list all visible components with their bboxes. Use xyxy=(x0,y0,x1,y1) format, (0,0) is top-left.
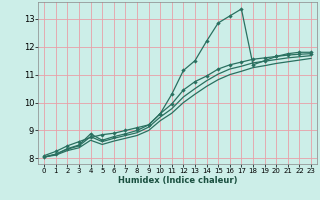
X-axis label: Humidex (Indice chaleur): Humidex (Indice chaleur) xyxy=(118,176,237,185)
